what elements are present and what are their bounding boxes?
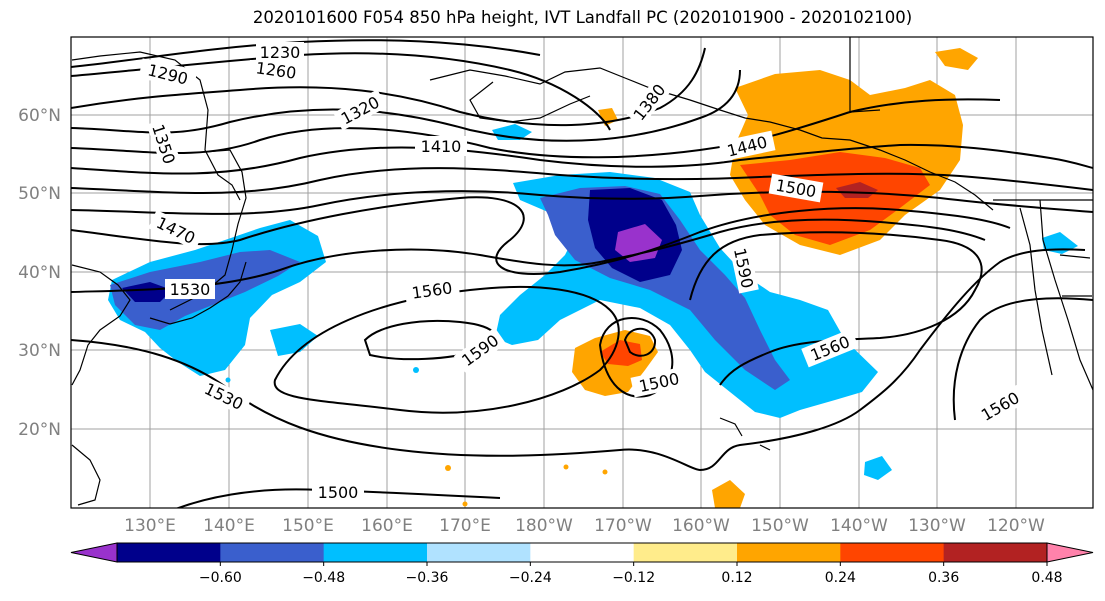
lon-label: 130°W [908,516,966,536]
colorbar-tick-label: −0.12 [612,570,655,586]
colorbar-tick-label: −0.24 [509,570,552,586]
colorbar-segment [840,543,945,562]
lat-label-20n: 20°N [18,420,61,440]
lon-label: 150°E [282,516,334,536]
colorbar-segment [427,543,531,562]
colorbar-extend-low [70,542,118,563]
lat-label-50n: 50°N [18,184,61,204]
lon-label: 150°W [751,516,809,536]
colorbar-segment [943,543,1048,562]
lon-label: 170°E [439,516,491,536]
colorbar-tick-label: −0.48 [302,570,345,586]
colorbar-tick-label: 0.36 [928,570,959,586]
longitude-labels: 130°E 140°E 150°E 160°E 170°E 180°W 170°… [124,516,1045,536]
contour-label: 1410 [421,137,462,156]
contour-label: 1530 [170,280,211,299]
lon-label: 160°W [672,516,730,536]
colorbar-tick-label: 0.48 [1031,570,1062,586]
colorbar: −0.60 −0.48 −0.36 −0.24 −0.12 0.12 0.24 0.36 0.4… [70,542,1094,586]
lat-label-30n: 30°N [18,341,61,361]
colorbar-segment [117,543,221,562]
lon-label: 140°E [203,516,255,536]
colorbar-tick-label: −0.36 [406,570,449,586]
contour-label: 1230 [260,43,301,62]
lon-label: 160°E [361,516,413,536]
colorbar-segment [530,543,635,562]
colorbar-segment [633,543,738,562]
colorbar-tick-label: −0.60 [199,570,242,586]
colorbar-segment [220,543,325,562]
colorbar-segment [737,543,841,562]
colorbar-tick-label: 0.12 [721,570,752,586]
map-frame [70,36,1094,509]
lat-label-40n: 40°N [18,263,61,283]
colorbar-segment [323,543,428,562]
lon-label: 120°W [987,516,1045,536]
lon-label: 180°W [515,516,573,536]
lat-label-60n: 60°N [18,106,61,126]
colorbar-tick-label: 0.24 [825,570,856,586]
contour-label: 1500 [318,483,359,502]
lon-label: 130°E [124,516,176,536]
lon-label: 170°W [594,516,652,536]
contour-labels: 1230 1260 1290 1320 1350 1380 1410 1440 … [146,43,1023,502]
colorbar-frame [116,542,1048,563]
contour-label-backgrounds [138,42,1027,502]
coastlines [71,37,1093,506]
latitude-labels: 60°N 50°N 40°N 30°N 20°N [18,106,61,440]
lon-label: 140°W [830,516,888,536]
colorbar-extend-high [1046,542,1094,563]
map-title: 2020101600 F054 850 hPa height, IVT Land… [252,8,913,27]
map-panel [71,37,1093,508]
